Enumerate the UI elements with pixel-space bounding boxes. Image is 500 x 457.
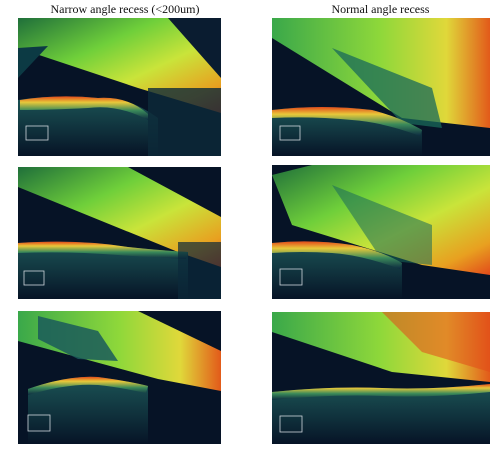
oct-image-narrow-1 bbox=[18, 18, 221, 156]
oct-image-normal-3 bbox=[272, 312, 490, 444]
oct-image-normal-1 bbox=[272, 18, 490, 156]
scan-marker-icon bbox=[23, 270, 45, 286]
scan-marker-icon bbox=[25, 125, 49, 141]
oct-image-narrow-2 bbox=[18, 167, 221, 299]
narrow-angle-title: Narrow angle recess (<200um) bbox=[50, 2, 200, 16]
scan-marker-icon bbox=[27, 414, 51, 432]
oct-image-narrow-3 bbox=[18, 311, 221, 444]
normal-angle-title: Normal angle recess bbox=[331, 2, 430, 16]
scan-marker-icon bbox=[279, 268, 303, 286]
scan-marker-icon bbox=[279, 415, 303, 433]
oct-image-normal-2 bbox=[272, 165, 490, 299]
scan-marker-icon bbox=[279, 125, 301, 141]
